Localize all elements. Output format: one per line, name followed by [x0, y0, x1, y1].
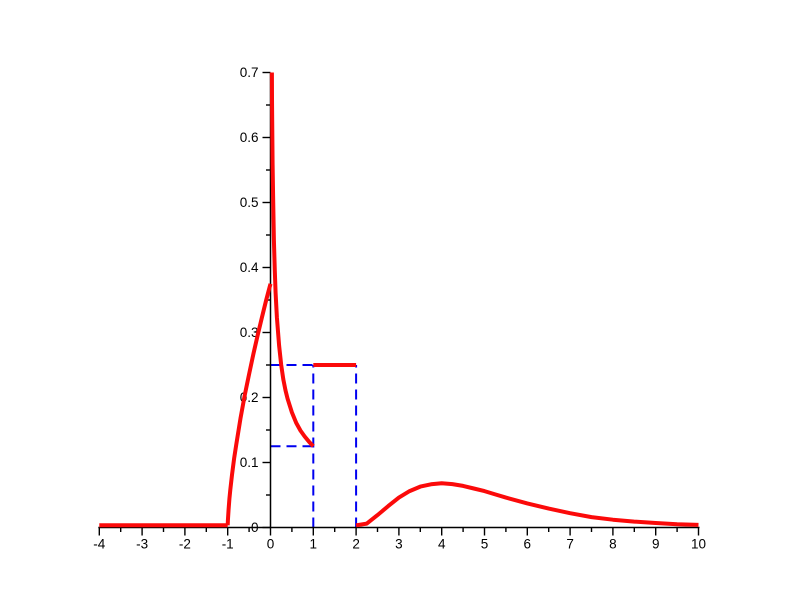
x-tick-label: 8: [609, 537, 617, 552]
x-tick-label: 3: [395, 537, 403, 552]
x-tick-label: 1: [310, 537, 318, 552]
x-tick-label: 7: [566, 537, 574, 552]
x-tick-label: -4: [93, 537, 105, 552]
x-tick-label: 0: [267, 537, 275, 552]
x-tick-label: 5: [481, 537, 489, 552]
y-tick-label: 0.5: [240, 195, 259, 210]
x-tick-label: 10: [691, 537, 706, 552]
x-tick-label: 9: [652, 537, 660, 552]
y-tick-label: 0.7: [240, 65, 259, 80]
x-tick-label: -1: [222, 537, 234, 552]
y-tick-label: 0.1: [240, 455, 259, 470]
x-tick-label: 2: [352, 537, 360, 552]
x-tick-label: -2: [179, 537, 191, 552]
curve-segment-right-hump: [355, 481, 699, 528]
y-tick-label: 0: [251, 520, 259, 535]
x-tick-label: -3: [136, 537, 148, 552]
y-tick-label: 0.6: [240, 130, 259, 145]
curve-segment-left-branch: [225, 283, 273, 526]
curve-segment-spike-decay: [269, 72, 315, 448]
y-tick-label: 0.4: [240, 260, 259, 275]
y-tick-label: 0.3: [240, 325, 259, 340]
x-tick-label: 4: [438, 537, 446, 552]
x-tick-label: 6: [524, 537, 532, 552]
